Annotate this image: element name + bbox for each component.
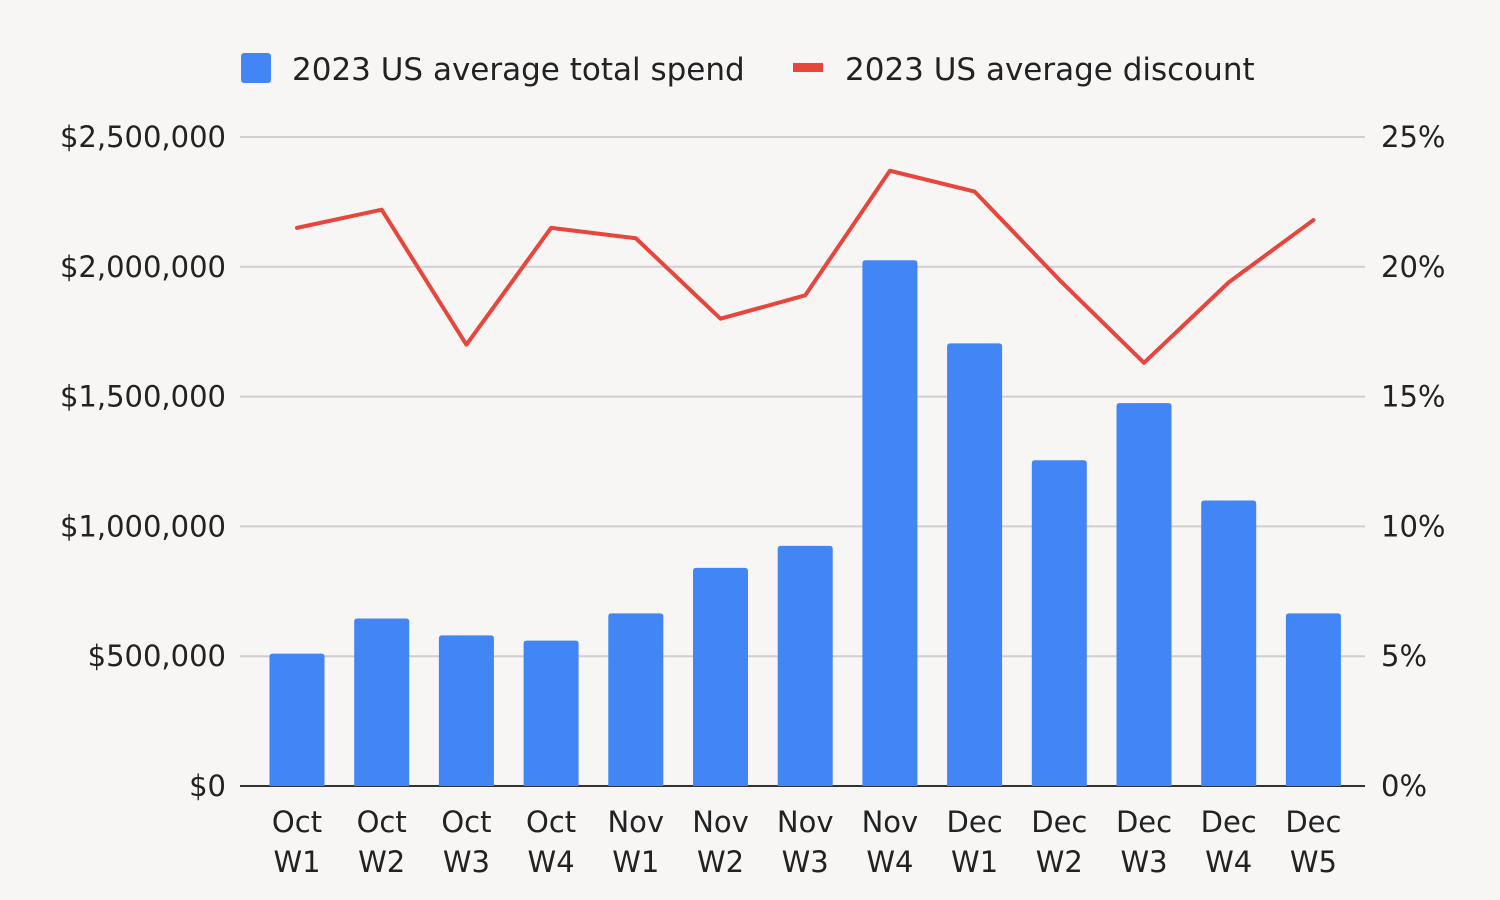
right-axis-tick-label: 5% [1381, 639, 1427, 673]
x-axis-tick-label: Nov [607, 805, 664, 839]
legend-swatch-spend [241, 53, 271, 83]
bar [693, 567, 748, 786]
left-axis-tick-label: $2,000,000 [60, 250, 226, 284]
bar [269, 653, 325, 786]
x-axis-tick-label: W5 [1290, 845, 1337, 879]
x-axis-labels: Oct W1 Oct W2 Oct W3 Oct W4 Nov W1 Nov W2 Nov W3 Nov W4… [272, 805, 1342, 879]
x-axis-tick-label: Dec [1116, 805, 1172, 839]
gridlines [240, 136, 1365, 787]
bar [608, 613, 664, 786]
line-series-discount [295, 168, 1316, 365]
x-axis-tick-label: W4 [528, 845, 575, 879]
x-axis-tick-label: Dec [1285, 805, 1341, 839]
bar-series-spend [269, 260, 1341, 786]
right-axis-tick-label: 25% [1381, 120, 1445, 154]
bar [1201, 500, 1257, 786]
x-axis-tick-label: Oct [526, 805, 576, 839]
x-axis-tick-label: W1 [951, 845, 998, 879]
left-axis-tick-label: $1,500,000 [60, 380, 226, 414]
x-axis-tick-label: Dec [1201, 805, 1257, 839]
x-axis-tick-label: W2 [1036, 845, 1083, 879]
x-axis-tick-label: W2 [697, 845, 744, 879]
bar [1285, 613, 1341, 786]
legend-label-spend: 2023 US average total spend [292, 52, 745, 88]
x-axis-tick-label: W3 [443, 845, 490, 879]
bar [777, 545, 833, 786]
bar [1116, 403, 1172, 786]
x-axis-tick-label: Oct [272, 805, 322, 839]
bar [947, 343, 1003, 786]
right-axis-tick-label: 0% [1381, 769, 1427, 803]
legend-label-discount: 2023 US average discount [845, 52, 1255, 88]
x-axis-tick-label: Nov [692, 805, 749, 839]
x-axis-tick-label: W2 [358, 845, 405, 879]
x-axis-tick-label: Oct [441, 805, 491, 839]
legend-swatch-discount [793, 63, 823, 72]
x-axis-tick-label: W4 [866, 845, 913, 879]
left-axis-tick-label: $500,000 [88, 639, 226, 673]
x-axis-tick-label: Dec [1031, 805, 1087, 839]
bar [1031, 460, 1087, 786]
x-axis-tick-label: Nov [777, 805, 834, 839]
right-axis-tick-label: 10% [1381, 509, 1445, 543]
left-axis-tick-label: $0 [189, 769, 226, 803]
left-axis-tick-label: $1,000,000 [60, 509, 226, 543]
x-axis-tick-label: Dec [947, 805, 1003, 839]
x-axis-tick-label: Nov [862, 805, 919, 839]
right-axis-ticks: 0% 5% 10% 15% 20% 25% [1381, 120, 1445, 803]
x-axis-tick-label: W3 [782, 845, 829, 879]
bar [523, 640, 579, 786]
right-axis-tick-label: 15% [1381, 380, 1445, 414]
x-axis-tick-label: W3 [1120, 845, 1167, 879]
legend: 2023 US average total spend 2023 US aver… [241, 52, 1255, 88]
bar [438, 635, 494, 786]
left-axis-tick-label: $2,500,000 [60, 120, 226, 154]
bar [862, 260, 918, 786]
x-axis-tick-label: W1 [273, 845, 320, 879]
x-axis-tick-label: W1 [612, 845, 659, 879]
right-axis-tick-label: 20% [1381, 250, 1445, 284]
bar [354, 618, 410, 786]
x-axis-tick-label: Oct [357, 805, 407, 839]
left-axis-ticks: $0 $500,000 $1,000,000 $1,500,000 $2,000,000… [60, 120, 226, 803]
x-axis-tick-label: W4 [1205, 845, 1252, 879]
